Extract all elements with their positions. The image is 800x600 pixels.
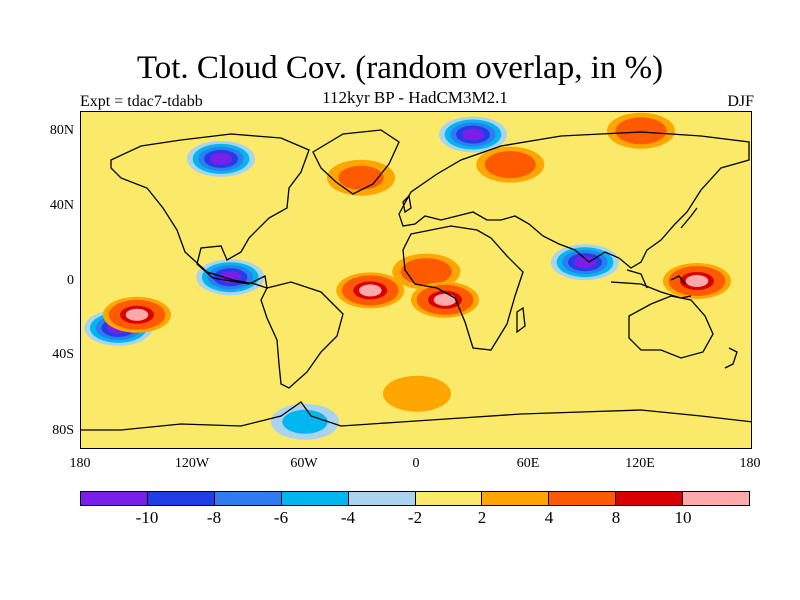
anomaly-contour: [409, 262, 444, 281]
season-label: DJF: [727, 93, 754, 110]
coastline-indonesia: [610, 269, 692, 299]
legend-swatch: [214, 492, 282, 505]
legend-label: -8: [206, 508, 222, 527]
coastline-antarctica: [81, 401, 751, 431]
anomaly-contour: [624, 121, 658, 140]
lon-tick-60w: 60W: [290, 456, 318, 471]
legend-label: 10: [674, 508, 692, 527]
anomaly-contour: [125, 308, 149, 321]
legend-label: -10: [135, 508, 159, 527]
map-title: Tot. Cloud Cov. (random overlap, in %): [136, 50, 664, 86]
coastline-africa: [402, 225, 524, 351]
color-legend: [80, 491, 750, 506]
anomaly-contour: [338, 165, 384, 190]
coastline-greenland: [312, 129, 400, 195]
coastline-japan: [680, 207, 698, 229]
anomaly-contour: [573, 256, 597, 269]
legend-swatch: [683, 492, 750, 505]
coastline-australia: [628, 295, 714, 359]
map-panel: [80, 111, 752, 449]
lat-tick-40n: 40N: [49, 198, 74, 213]
legend-swatch: [549, 492, 617, 505]
coastline-north-america: [110, 133, 310, 289]
lat-tick-40s: 40S: [52, 347, 74, 362]
anomaly-contour: [359, 284, 382, 297]
legend-label: -2: [407, 508, 423, 527]
anomaly-contour: [493, 155, 528, 174]
legend-label: 4: [544, 508, 554, 527]
lon-tick-180w: 180: [69, 456, 91, 471]
legend-label: 2: [477, 508, 487, 527]
lat-tick-80n: 80N: [49, 123, 74, 138]
coastline-eurasia: [398, 131, 750, 269]
legend-swatch: [415, 492, 483, 505]
coastline-madagascar: [516, 306, 526, 334]
anomaly-contour: [685, 275, 709, 287]
lat-tick-80s: 80S: [52, 423, 74, 438]
legend-swatch: [616, 492, 684, 505]
lon-tick-120e: 120E: [625, 456, 655, 471]
legend-label: -6: [273, 508, 289, 527]
lon-tick-120w: 120W: [174, 456, 210, 471]
lon-tick-60e: 60E: [516, 456, 540, 471]
legend-swatch: [147, 492, 215, 505]
lat-tick-0: 0: [67, 273, 74, 288]
legend-swatch: [482, 492, 550, 505]
coastline-uk: [402, 194, 412, 214]
lon-tick-180e: 180: [739, 456, 761, 471]
cloud-cover-map: [81, 112, 751, 440]
experiment-label: Expt = tdac7-tdabb: [80, 93, 203, 110]
legend-swatch: [281, 492, 349, 505]
anomaly-contour: [282, 409, 328, 434]
anomaly-contours: [84, 112, 731, 440]
lon-tick-0: 0: [412, 456, 420, 471]
legend-swatch: [81, 492, 148, 505]
anomaly-contour: [209, 152, 233, 165]
anomaly-contour: [433, 293, 457, 306]
anomaly-contour: [461, 128, 485, 141]
coastlines: [81, 129, 751, 431]
map-subtitle: 112kyr BP - HadCM3M2.1: [322, 88, 508, 107]
anomaly-contour: [383, 375, 451, 412]
legend-label: 8: [611, 508, 621, 527]
legend-swatch: [348, 492, 416, 505]
legend-label: -4: [340, 508, 356, 527]
coastline-new-zealand: [724, 347, 738, 369]
coastline-south-america: [260, 281, 344, 389]
